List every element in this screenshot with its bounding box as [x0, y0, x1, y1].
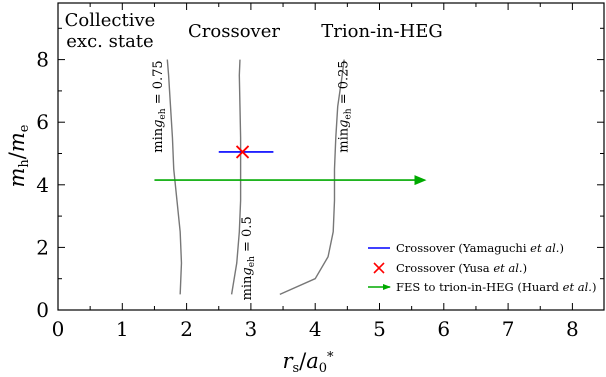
- region-label-crossover: Crossover: [188, 21, 280, 42]
- contour-label: mingeh = 0.25: [336, 60, 353, 152]
- y-tick-label: 6: [36, 110, 49, 134]
- contour-label: mingeh = 0.5: [240, 216, 257, 300]
- contour-labels: mingeh = 0.75 mingeh = 0.5 mingeh = 0.25: [151, 60, 353, 300]
- x-tick-label: 0: [52, 317, 65, 341]
- region-label-collective-line2: exc. state: [66, 31, 153, 52]
- contour-line: [279, 59, 345, 295]
- x-tick-label: 5: [373, 317, 386, 341]
- legend-entry: Crossover (Yusa et al.): [396, 261, 527, 275]
- y-axis-title: mh/me: [5, 124, 32, 187]
- legend-swatch: [373, 262, 385, 274]
- region-label-collective-line1: Collective: [65, 10, 156, 31]
- contour-line: [230, 59, 242, 295]
- region-label-trion: Trion-in-HEG: [321, 21, 443, 42]
- contour-label: mingeh = 0.75: [151, 60, 168, 152]
- axis-ticks: [57, 3, 604, 311]
- x-tick-label: 1: [116, 317, 129, 341]
- contour-lines: [166, 59, 345, 295]
- contour-line: [166, 59, 183, 295]
- x-tick-label: 8: [566, 317, 579, 341]
- legend-entry: Crossover (Yamaguchi et al.): [396, 241, 564, 255]
- data-markers: [154, 145, 427, 186]
- x-tick-label: 4: [309, 317, 322, 341]
- y-tick-label: 2: [36, 235, 49, 259]
- y-tick-label: 0: [36, 298, 49, 322]
- x-tick-label: 2: [180, 317, 193, 341]
- x-tick-label: 3: [245, 317, 258, 341]
- yusa-marker: [235, 145, 250, 159]
- region-labels: Collective exc. state Crossover Trion-in…: [65, 10, 443, 52]
- x-tick-label: 7: [502, 317, 515, 341]
- plot-frame: [57, 2, 605, 311]
- tick-labels: 0 1 2 3 4 5 6 7 8 0 2 4 6 8: [36, 48, 579, 341]
- x-tick-label: 6: [437, 317, 450, 341]
- axis-titles: rs/a0* mh/me: [5, 124, 334, 376]
- legend: Crossover (Yamaguchi et al.) Crossover (Y…: [368, 241, 596, 294]
- y-tick-label: 4: [36, 173, 49, 197]
- legend-entry: FES to trion-in-HEG (Huard et al.): [396, 280, 596, 294]
- y-tick-label: 8: [36, 48, 49, 72]
- x-axis-title: rs/a0*: [282, 349, 334, 376]
